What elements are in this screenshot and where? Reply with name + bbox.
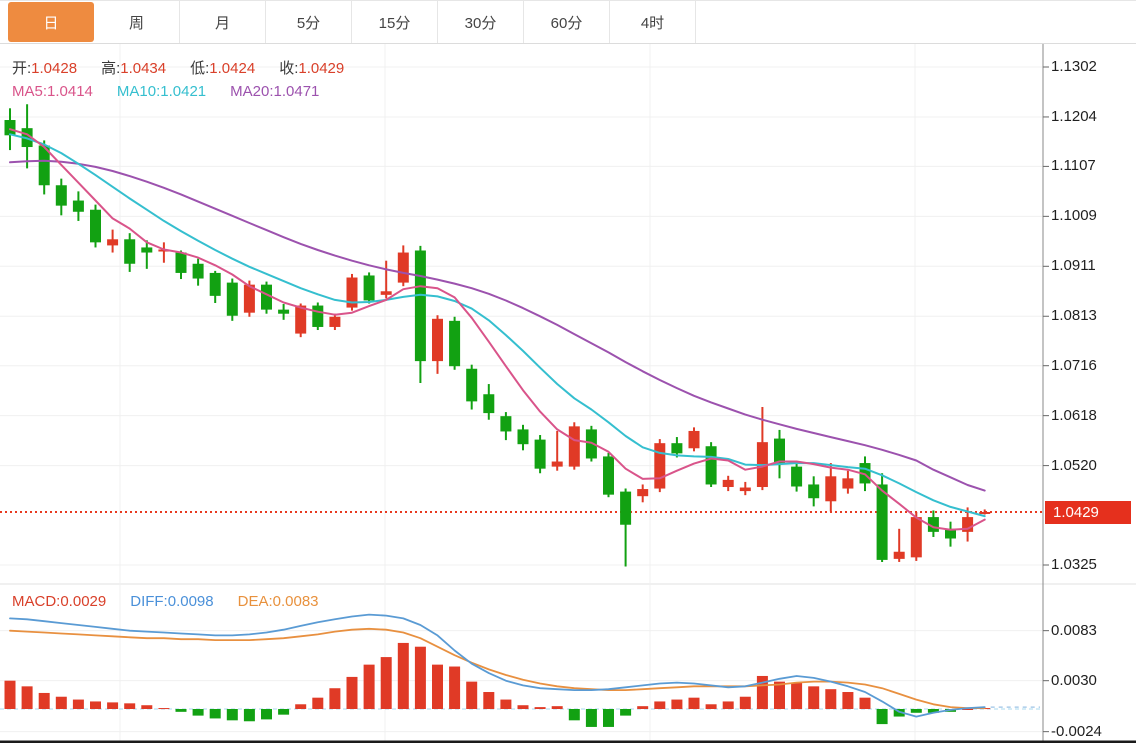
price-axis-tick: 1.0325 <box>1051 556 1097 573</box>
timeframe-tabbar: 日周月 5分 15分 30分 60分 4时 <box>0 0 1136 44</box>
price-axis-tick: 1.0911 <box>1051 257 1096 275</box>
price-axis-tick: 1.1302 <box>1051 58 1097 75</box>
ma-legend-item: MA10:1.0421 <box>116 83 207 100</box>
price-axis-tick: 1.1009 <box>1051 207 1097 225</box>
tab-5min[interactable]: 5分 <box>266 1 352 43</box>
tab-60min[interactable]: 60分 <box>524 1 610 43</box>
macd-legend-item: MACD:0.0029 <box>12 593 107 610</box>
macd-legend-item: DEA:0.0083 <box>237 593 319 610</box>
ma-legend-item: MA5:1.0414 <box>12 83 93 100</box>
ma-legend-item: MA20:1.0471 <box>230 83 320 100</box>
tab-30min[interactable]: 30分 <box>438 1 524 43</box>
ohlc-legend: 开:1.0428 高:1.0434 低:1.0424 收:1.0429 <box>12 57 368 78</box>
ohlc-legend-item: 低:1.0424 <box>190 60 256 77</box>
tab-15min[interactable]: 15分 <box>352 1 438 43</box>
macd-axis-tick: 0.0030 <box>1051 671 1097 689</box>
tab-week[interactable]: 周 <box>94 1 180 43</box>
price-axis-tick: 1.1107 <box>1051 157 1096 175</box>
price-axis-tick: 1.0716 <box>1051 356 1097 374</box>
current-price-badge: 1.0429 <box>1045 500 1131 524</box>
macd-axis-tick: 0.0083 <box>1051 621 1097 639</box>
tab-month[interactable]: 月 <box>180 1 266 43</box>
macd-legend-item: DIFF:0.0098 <box>130 593 214 610</box>
ma-legend: MA5:1.0414 MA10:1.0421 MA20:1.0471 <box>12 83 343 100</box>
price-axis-tick: 1.0813 <box>1051 307 1097 325</box>
ohlc-legend-item: 开:1.0428 <box>12 60 78 77</box>
macd-legend: MACD:0.0029 DIFF:0.0098 DEA:0.0083 <box>12 593 343 610</box>
price-axis-tick: 1.1204 <box>1051 107 1097 125</box>
tab-4hour[interactable]: 4时 <box>610 1 696 43</box>
ohlc-legend-item: 高:1.0434 <box>101 60 167 77</box>
macd-axis-tick: -0.0024 <box>1051 722 1102 740</box>
tab-day[interactable]: 日 <box>8 2 94 42</box>
ohlc-legend-item: 收:1.0429 <box>279 60 345 77</box>
price-axis-tick: 1.0618 <box>1051 406 1097 424</box>
price-axis-tick: 1.0520 <box>1051 456 1097 474</box>
